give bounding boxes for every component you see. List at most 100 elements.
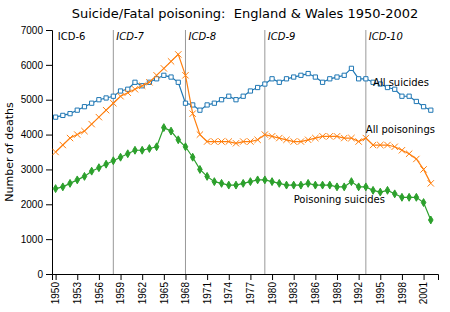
marker (385, 186, 390, 194)
marker (198, 165, 203, 173)
marker (175, 51, 181, 57)
marker (153, 72, 159, 78)
marker (75, 108, 79, 112)
reference-label: ICD-9 (268, 31, 296, 42)
marker (400, 193, 405, 201)
marker (103, 107, 109, 113)
marker (118, 89, 122, 93)
y-tick-mark (46, 135, 52, 136)
marker (205, 172, 210, 180)
x-tick-label: 1983 (288, 282, 299, 305)
x-tick-mark (315, 274, 316, 280)
marker (53, 185, 58, 193)
marker (255, 176, 260, 184)
marker (226, 138, 232, 144)
y-tick: 7000 (21, 25, 52, 36)
marker (421, 105, 425, 109)
x-tick-mark (359, 274, 360, 280)
marker (355, 138, 361, 144)
marker (357, 77, 361, 81)
x-tick-mark (77, 274, 78, 280)
marker (97, 98, 101, 102)
marker (104, 96, 108, 100)
marker (205, 103, 209, 107)
x-tick-mark (294, 274, 295, 280)
marker (96, 114, 102, 120)
x-tick-mark (229, 274, 230, 280)
x-tick-label: 1959 (115, 282, 126, 305)
x-tick-mark (424, 274, 425, 280)
x-tick-label: 1965 (159, 282, 170, 305)
x-tick: 1950 (50, 274, 61, 304)
marker (399, 147, 405, 153)
x-tick-label: 1998 (397, 282, 408, 305)
y-tick-mark (46, 30, 52, 31)
marker (334, 133, 340, 139)
marker (276, 135, 282, 141)
x-tick: 1983 (288, 274, 299, 304)
x-tick-label: 1956 (94, 282, 105, 305)
x-tick-mark (380, 274, 381, 280)
marker (299, 181, 304, 189)
x-tick-label: 1962 (137, 282, 148, 305)
marker (248, 89, 252, 93)
marker (291, 181, 296, 189)
x-tick: 1959 (115, 274, 126, 304)
marker (420, 166, 426, 172)
marker (241, 94, 245, 98)
marker (313, 181, 318, 189)
marker (176, 80, 180, 84)
marker (406, 151, 412, 157)
x-tick-label: 1992 (353, 282, 364, 305)
marker (117, 93, 123, 99)
marker (284, 181, 289, 189)
marker (370, 142, 376, 148)
marker (132, 86, 138, 92)
marker (320, 80, 324, 84)
plot: 1950195319561959196219651968197119741977… (21, 25, 439, 305)
x-tick-label: 1974 (223, 282, 234, 305)
y-tick: 5000 (21, 94, 52, 105)
x-tick-mark (99, 274, 100, 280)
marker (335, 183, 340, 191)
marker (161, 65, 167, 71)
x-tick: 1995 (375, 274, 386, 304)
marker (139, 83, 145, 89)
marker (306, 71, 310, 75)
x-tick-mark (337, 274, 338, 280)
marker (111, 94, 115, 98)
marker (169, 75, 173, 79)
marker (342, 73, 346, 77)
annotation: All suicides (373, 77, 429, 88)
x-tick-label: 1971 (202, 282, 213, 305)
x-tick-mark (56, 274, 57, 280)
x-tick: 1971 (202, 274, 213, 304)
marker (53, 115, 57, 119)
marker (327, 133, 333, 139)
marker (263, 176, 268, 184)
marker (190, 110, 196, 116)
marker (428, 180, 434, 186)
y-tick-mark (46, 274, 52, 275)
marker (392, 190, 397, 198)
reference-label: ICD-7 (116, 31, 144, 42)
x-tick-label: 1977 (245, 282, 256, 305)
y-tick: 2000 (21, 199, 52, 210)
marker (348, 135, 354, 141)
marker (356, 183, 361, 191)
marker (270, 178, 275, 186)
y-tick-mark (46, 65, 52, 66)
y-tick-label: 5000 (21, 94, 44, 105)
marker (227, 94, 231, 98)
reference-line (185, 30, 186, 274)
x-tick: 1974 (223, 274, 234, 304)
marker (89, 121, 95, 127)
x-tick: 1956 (94, 274, 105, 304)
marker (254, 137, 260, 143)
y-axis-title: Number of deaths (3, 102, 16, 202)
chart: 1950195319561959196219651968197119741977… (0, 0, 450, 312)
marker (342, 183, 347, 191)
marker (182, 72, 188, 78)
marker (349, 66, 353, 70)
x-tick-mark (402, 274, 403, 280)
